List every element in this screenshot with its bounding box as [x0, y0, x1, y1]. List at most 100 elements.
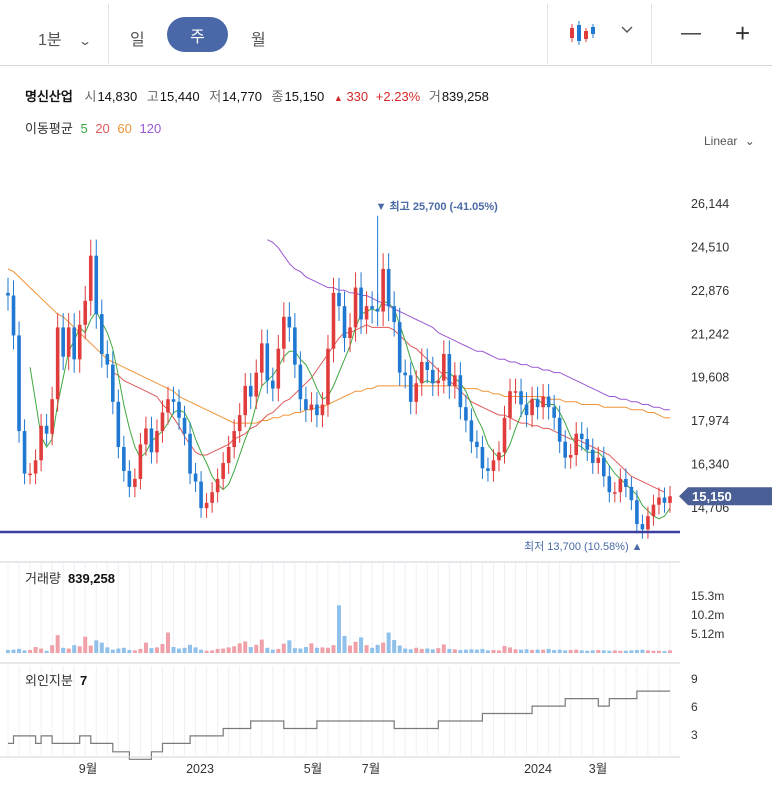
candle-body [55, 327, 60, 400]
ma120-line [267, 239, 670, 411]
volume-bar [364, 645, 369, 653]
candle-body [419, 361, 424, 384]
candle-body [17, 335, 21, 432]
volume-bar [6, 650, 10, 653]
chart-type-select[interactable] [568, 18, 640, 48]
candle-body [480, 447, 485, 469]
volume-bar [72, 645, 77, 653]
candle-body [392, 306, 396, 323]
candle-body [436, 380, 441, 384]
ma20-legend: 20 [95, 121, 110, 136]
interval-select[interactable]: 1분 ⌄ [38, 26, 93, 50]
volume-bar [303, 647, 308, 653]
candle-body [568, 455, 573, 458]
candle-body [248, 385, 253, 397]
ma120-legend: 120 [139, 121, 162, 136]
volume-bar [143, 642, 148, 653]
change-value: 330 [346, 89, 369, 104]
volume-bar [381, 642, 386, 653]
candle-body [127, 470, 132, 487]
interval-label: 1분 [38, 32, 62, 49]
volume-bar [458, 650, 463, 653]
foreign-tick-label: 3 [691, 728, 698, 742]
price-tick-label: 16,340 [691, 458, 729, 472]
candle-body [177, 401, 181, 418]
tab-day[interactable]: 일 [130, 32, 145, 49]
volume-bar [408, 649, 413, 653]
foreign-pane-value: 7 [80, 673, 87, 688]
candle-body [33, 460, 38, 474]
current-price-tag [679, 487, 772, 506]
tab-month[interactable]: 월 [251, 32, 266, 49]
volume-bar [348, 645, 353, 653]
candle-body [486, 468, 490, 471]
ma5-line [29, 300, 671, 520]
low-label: 저 [209, 89, 222, 104]
candle-body [259, 343, 264, 373]
tab-week[interactable]: 주 [167, 17, 228, 52]
volume-bar [662, 651, 667, 653]
volume-bar [436, 648, 441, 653]
volume-bar [425, 648, 430, 653]
volume-bar [596, 650, 601, 653]
divider [651, 4, 652, 64]
volume-bar [325, 647, 330, 653]
ma5-legend: 5 [80, 121, 88, 136]
candle-body [364, 306, 369, 320]
volume-bar [243, 641, 248, 653]
candle-body [122, 447, 126, 471]
candle-body [541, 396, 545, 408]
volume-bar [33, 647, 38, 653]
candle-body [232, 431, 236, 448]
volume-bar [281, 643, 286, 653]
candle-body [105, 354, 110, 365]
candle-body [282, 316, 286, 349]
chevron-down-icon: ⌄ [78, 34, 93, 48]
candle-body [265, 343, 270, 381]
chart-toolbar: 1분 ⌄ 일 주 월 — + [0, 0, 772, 66]
candle-body [640, 524, 645, 530]
candle-body [188, 433, 192, 474]
zoom-in-button[interactable]: + [735, 18, 751, 48]
volume-bar [656, 650, 661, 653]
candle-body [166, 399, 170, 413]
volume-bar [331, 645, 336, 653]
candle-body [458, 375, 463, 408]
candle-body [530, 399, 534, 416]
volume-bar [265, 647, 270, 653]
price-tick-label: 19,608 [691, 371, 729, 385]
zoom-out-button[interactable]: — [681, 22, 701, 44]
divider [108, 4, 109, 64]
candle-body [430, 369, 435, 384]
change-percent: +2.23% [375, 89, 421, 104]
candle-body [414, 383, 419, 402]
high-value: 15,440 [159, 89, 200, 104]
candle-body [72, 327, 76, 360]
volume-bar [215, 648, 220, 653]
candle-body [624, 478, 628, 487]
volume-bar [61, 647, 66, 653]
candle-body [221, 462, 225, 479]
candle-body [629, 486, 634, 501]
volume-bar [309, 643, 314, 653]
volume-tick-label: 15.3m [691, 589, 724, 603]
volume-bar [160, 644, 165, 653]
volume-bar [485, 650, 490, 653]
volume-bar [298, 648, 303, 653]
scale-mode-select[interactable]: Linear ⌄ [704, 134, 755, 148]
candle-body [337, 292, 341, 307]
candle-body [602, 457, 606, 477]
foreign-ownership-line [8, 690, 670, 760]
candle-body [287, 316, 292, 328]
chevron-down-icon: ⌄ [744, 134, 755, 148]
volume-bar [513, 649, 518, 653]
volume-bar [337, 605, 341, 653]
candle-body [83, 300, 88, 325]
volume-bar [634, 650, 639, 653]
candle-body [298, 364, 303, 400]
x-tick-label: 9월 [79, 762, 97, 776]
candle-body [342, 306, 347, 339]
volume-bar [232, 646, 237, 653]
volume-bar [199, 649, 204, 653]
candle-body [99, 314, 104, 355]
